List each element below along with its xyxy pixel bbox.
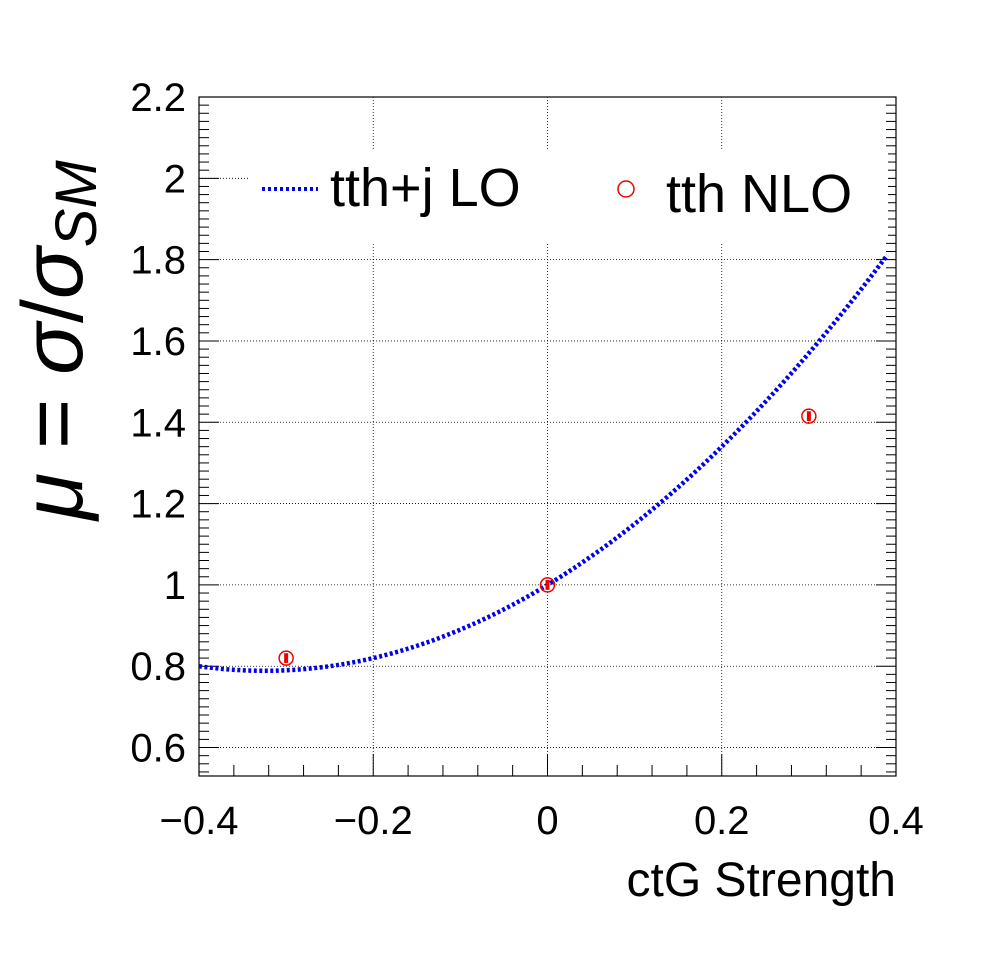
series-layer — [198, 253, 890, 674]
y-axis-title-mu: μ — [5, 473, 101, 522]
legend: tth+j LO tth NLO — [248, 150, 888, 242]
x-tick-label: 0.2 — [694, 799, 750, 843]
y-tick-label: 0.6 — [130, 727, 186, 771]
y-tick-label: 1.6 — [130, 320, 186, 364]
x-tick-label: 0 — [536, 799, 558, 843]
y-axis-title-slash: / — [5, 299, 101, 323]
y-tick-labels: 0.6 0.8 1 1.2 1.4 1.6 1.8 2 2.2 — [130, 76, 186, 771]
x-tick-labels: −0.4 −0.2 0 0.2 0.4 — [160, 799, 924, 843]
legend-background — [248, 150, 888, 242]
y-axis-title-sigma: σ — [5, 320, 101, 375]
legend-nlo-marker — [617, 180, 635, 198]
y-tick-label: 1.2 — [130, 483, 186, 527]
x-tick-label: −0.2 — [334, 799, 413, 843]
y-tick-label: 1.4 — [130, 401, 186, 445]
y-tick-label: 1.8 — [130, 239, 186, 283]
nlo-point — [801, 408, 817, 424]
y-tick-label: 2.2 — [130, 76, 186, 120]
legend-lo-label: tth+j LO — [330, 158, 521, 218]
y-tick-label: 2 — [164, 157, 186, 201]
nlo-point — [539, 577, 556, 593]
x-tick-label: 0.4 — [868, 799, 924, 843]
nlo-point — [278, 650, 294, 666]
y-axis-title-sigma2: σ — [5, 244, 101, 299]
lo-curve — [198, 253, 890, 674]
x-axis-title: ctG Strength — [627, 854, 896, 907]
y-axis-title: μ = σ/σSM — [5, 160, 109, 522]
y-tick-label: 1 — [164, 564, 186, 608]
x-tick-label: −0.4 — [160, 799, 239, 843]
y-axis-title-subscript: SM — [44, 160, 109, 248]
legend-nlo-label: tth NLO — [666, 164, 852, 224]
y-axis-title-equals: = — [5, 375, 101, 473]
y-tick-label: 0.8 — [130, 645, 186, 689]
